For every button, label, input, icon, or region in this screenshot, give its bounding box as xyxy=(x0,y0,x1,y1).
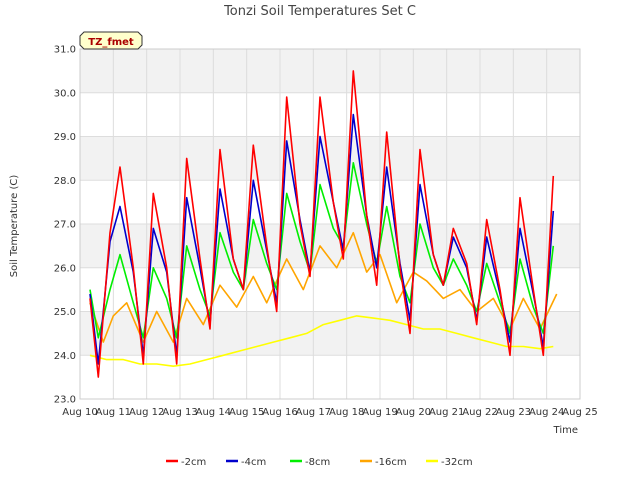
x-tick-label: Aug 13 xyxy=(162,407,197,418)
y-tick-label: 28.0 xyxy=(54,176,76,187)
plot-band xyxy=(80,311,580,356)
x-tick-label: Aug 24 xyxy=(529,407,564,418)
x-tick-label: Aug 11 xyxy=(96,407,131,418)
x-tick-label: Aug 19 xyxy=(362,407,397,418)
y-tick-label: 27.0 xyxy=(54,220,76,231)
chart-title: Tonzi Soil Temperatures Set C xyxy=(223,4,416,19)
y-axis-label: Soil Temperature (C) xyxy=(9,175,20,278)
x-tick-label: Aug 12 xyxy=(129,407,164,418)
legend-label: -8cm xyxy=(305,457,330,468)
legend: -2cm -4cm -8cm -16cm -32cm xyxy=(166,457,473,468)
y-axis-ticks: 23.0 24.0 25.0 26.0 27.0 28.0 29.0 30.0 31.0 xyxy=(54,45,76,406)
x-tick-label: Aug 10 xyxy=(62,407,97,418)
x-tick-label: Aug 20 xyxy=(396,407,431,418)
y-tick-label: 31.0 xyxy=(54,45,76,56)
series-line-32cm xyxy=(89,315,554,368)
x-tick-label: Aug 14 xyxy=(196,407,231,418)
y-tick-label: 30.0 xyxy=(54,88,76,99)
x-axis-label: Time xyxy=(553,425,578,436)
x-tick-label: Aug 23 xyxy=(496,407,531,418)
series-line-2cm xyxy=(89,70,555,378)
x-tick-label: Aug 22 xyxy=(462,407,497,418)
x-tick-label: Aug 16 xyxy=(262,407,297,418)
site-label-box: TZ_fmet xyxy=(79,31,143,50)
legend-label: -4cm xyxy=(241,457,266,468)
plot-bands xyxy=(80,49,580,356)
plot-band xyxy=(80,49,580,93)
x-tick-label: Aug 17 xyxy=(296,407,331,418)
y-tick-label: 25.0 xyxy=(54,307,76,318)
y-tick-label: 24.0 xyxy=(54,351,76,362)
site-label: TZ_fmet xyxy=(88,37,134,48)
x-tick-label: Aug 21 xyxy=(429,407,464,418)
x-tick-label: Aug 18 xyxy=(329,407,364,418)
y-tick-label: 26.0 xyxy=(54,263,76,274)
legend-label: -32cm xyxy=(441,457,473,468)
plot-frame xyxy=(79,48,581,400)
series-layer xyxy=(89,70,558,378)
series-line-8cm xyxy=(89,162,555,339)
y-tick-label: 29.0 xyxy=(54,132,76,143)
plot-band xyxy=(80,224,580,268)
x-tick-label: Aug 15 xyxy=(229,407,264,418)
y-tick-label: 23.0 xyxy=(54,395,76,406)
legend-label: -2cm xyxy=(181,457,206,468)
x-tick-label: Aug 25 xyxy=(562,407,597,418)
legend-label: -16cm xyxy=(375,457,407,468)
